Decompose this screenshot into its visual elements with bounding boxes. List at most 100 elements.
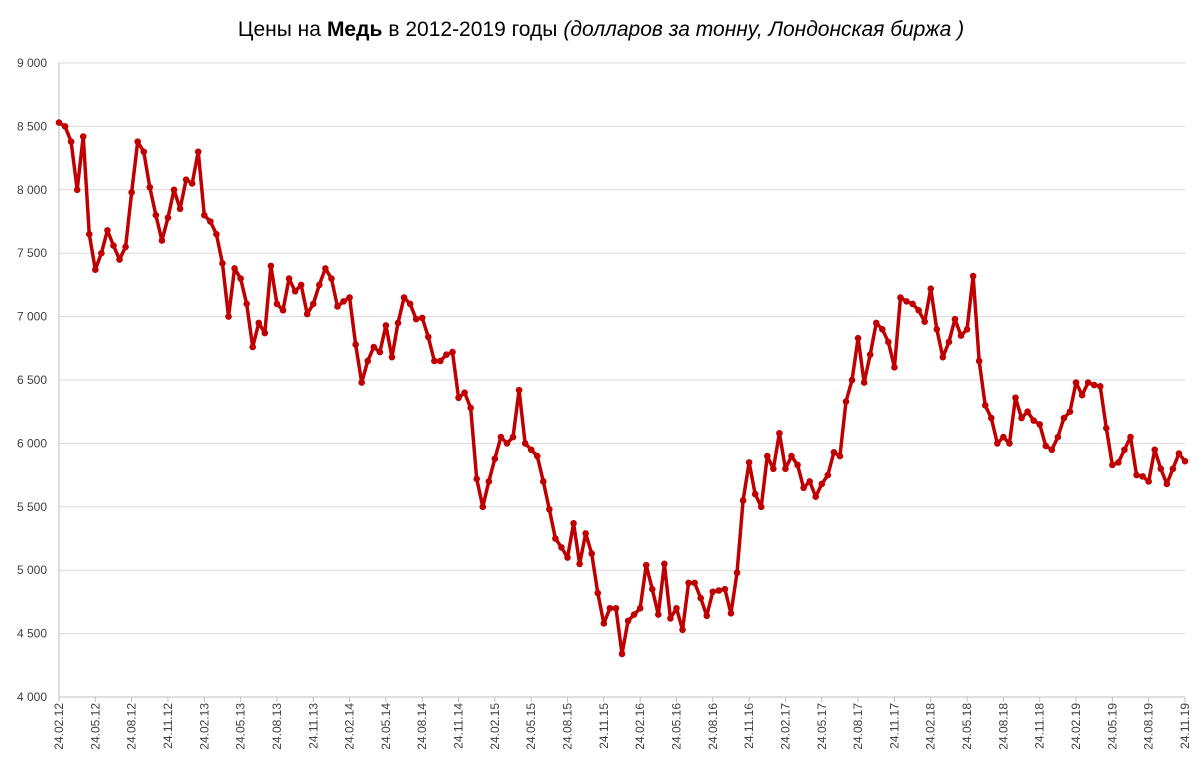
point [994, 440, 1001, 447]
point [152, 211, 160, 219]
point [594, 589, 602, 597]
point [515, 386, 523, 394]
point [1006, 440, 1013, 447]
point [782, 465, 789, 473]
point [297, 281, 305, 289]
point [691, 579, 698, 587]
point [891, 364, 898, 371]
x-tick-label: 24.05.13 [234, 703, 248, 750]
point [243, 300, 250, 308]
point [600, 620, 608, 627]
point [618, 650, 626, 658]
point [685, 579, 692, 587]
point [969, 272, 977, 280]
point [485, 478, 493, 485]
point [340, 298, 347, 305]
title-part: в 2012-2019 годы [388, 18, 557, 41]
point [1133, 471, 1140, 479]
point [945, 338, 953, 346]
x-tick-label: 24.05.15 [524, 703, 538, 750]
point [182, 176, 190, 183]
point [406, 300, 414, 308]
x-tick-label: 24.05.17 [815, 703, 829, 750]
x-tick-label: 24.02.14 [343, 703, 357, 750]
point [316, 281, 323, 289]
point [981, 402, 989, 409]
x-tick-label: 24.05.19 [1105, 703, 1119, 750]
point [364, 357, 372, 365]
y-tick-label: 4 500 [17, 627, 47, 641]
point [570, 519, 577, 527]
point [1090, 381, 1098, 389]
point [334, 303, 341, 310]
point [273, 300, 281, 308]
point [61, 123, 69, 130]
point [140, 148, 148, 156]
point [231, 265, 238, 272]
point [951, 315, 959, 323]
point [564, 554, 571, 561]
title-part: Медь [327, 18, 383, 41]
point [110, 242, 117, 249]
point [322, 265, 329, 272]
x-tick-label: 24.11.18 [1033, 703, 1047, 749]
point [927, 285, 935, 293]
point [279, 306, 287, 314]
x-tick-label: 24.11.13 [306, 703, 320, 749]
y-tick-label: 6 500 [17, 373, 47, 387]
x-tick-label: 24.08.15 [561, 703, 575, 750]
point [346, 294, 353, 301]
point [885, 338, 892, 346]
point [291, 287, 299, 295]
x-tick-label: 24.11.16 [742, 703, 756, 749]
point [915, 306, 922, 314]
point [939, 353, 947, 361]
point [715, 587, 723, 594]
point [309, 300, 317, 308]
point [703, 612, 711, 620]
point [727, 610, 735, 617]
point [79, 133, 87, 140]
point [1072, 379, 1080, 386]
point [897, 294, 904, 301]
point [491, 455, 499, 462]
point [158, 237, 166, 244]
point [800, 484, 807, 492]
point [830, 448, 838, 456]
y-tick-label: 7 500 [17, 246, 47, 260]
x-tick-label: 24.08.13 [270, 703, 284, 750]
y-tick-label: 7 000 [17, 310, 47, 324]
x-tick-label: 24.02.15 [488, 703, 502, 750]
point [92, 266, 99, 273]
point [497, 433, 505, 441]
point [170, 186, 178, 194]
point [794, 461, 801, 469]
point [860, 379, 868, 386]
point [812, 493, 820, 500]
point [866, 351, 874, 358]
point [521, 440, 529, 447]
point [854, 334, 862, 342]
title-part: (долларов за тонну, Лондонская биржа ) [563, 18, 964, 41]
x-tick-label: 24.02.16 [633, 703, 647, 750]
point [1151, 446, 1159, 454]
x-tick-label: 24.05.14 [379, 703, 393, 750]
point [1018, 414, 1025, 422]
point [636, 604, 644, 612]
x-tick-label: 24.08.16 [706, 703, 720, 750]
x-tick-label: 24.11.17 [887, 703, 901, 749]
point [1030, 417, 1037, 424]
point [200, 211, 208, 219]
point [624, 617, 632, 625]
x-tick-label: 24.08.19 [1142, 703, 1156, 750]
x-tick-label: 24.11.15 [597, 703, 611, 749]
point [358, 379, 365, 386]
point [933, 325, 941, 333]
point [400, 294, 408, 301]
point [842, 398, 850, 405]
point [1103, 424, 1110, 432]
point [219, 260, 226, 267]
point [134, 138, 141, 145]
point [648, 585, 656, 593]
point [225, 313, 232, 320]
